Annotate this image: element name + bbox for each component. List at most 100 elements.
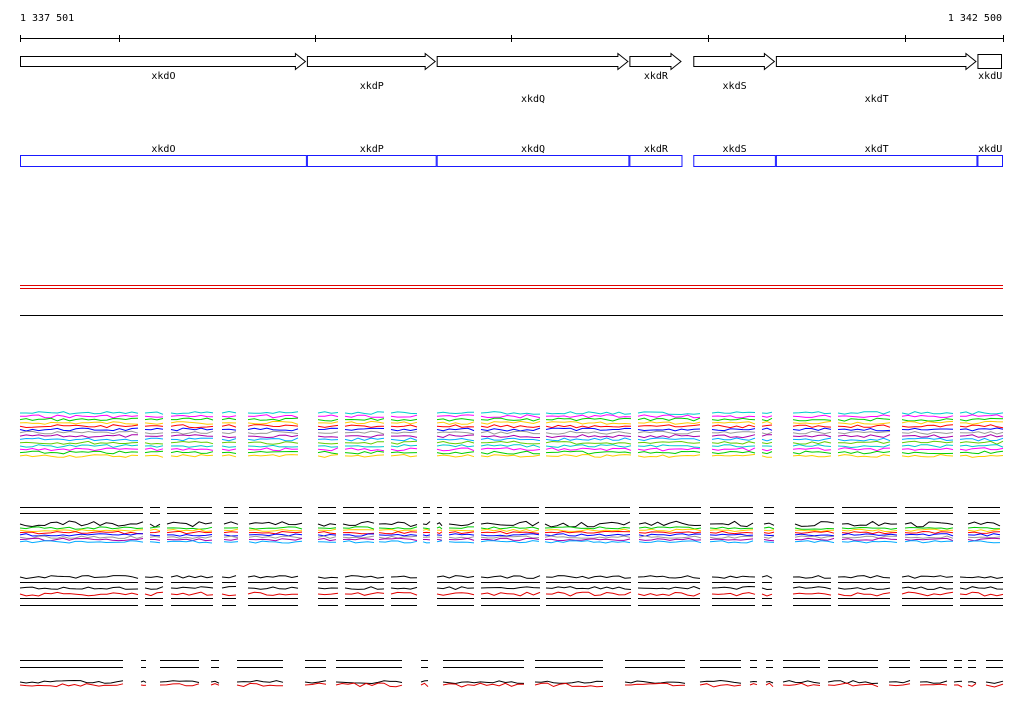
profile-line — [379, 532, 417, 534]
profile-line — [20, 527, 143, 529]
profile-line — [449, 532, 474, 534]
profile-line — [968, 538, 1000, 540]
profile-line — [481, 415, 540, 418]
profile-line — [902, 455, 953, 457]
profile-line — [345, 412, 384, 415]
profile-line — [793, 431, 831, 433]
profile-line — [224, 529, 238, 531]
profile-line — [145, 451, 163, 452]
profile-line — [222, 412, 236, 414]
profile-line — [546, 428, 631, 430]
signal-line-red — [902, 592, 953, 596]
signal-line — [960, 587, 1003, 590]
profile-line — [437, 412, 474, 413]
signal-line-red — [318, 593, 338, 594]
profile-line — [171, 418, 213, 420]
profile-line — [960, 421, 1003, 424]
cds-box — [776, 156, 977, 167]
profile-line — [167, 522, 212, 527]
profile-line — [481, 448, 540, 450]
profile-line — [145, 433, 163, 434]
profile-line — [638, 422, 700, 424]
profile-line — [249, 522, 302, 525]
signal-line-red — [391, 592, 417, 595]
profile-line — [391, 422, 417, 424]
profile-line — [793, 435, 831, 437]
gene-label: xkdS — [723, 81, 747, 92]
profile-line — [902, 428, 953, 430]
profile-line — [171, 425, 213, 428]
signal-line-red — [889, 684, 910, 686]
profile-line — [838, 438, 890, 441]
profile-line — [345, 425, 384, 427]
profile-line — [638, 438, 700, 441]
profile-line — [437, 537, 442, 538]
profile-line — [20, 448, 138, 450]
profile-line — [545, 522, 630, 527]
signal-line — [391, 576, 417, 578]
profile-line — [838, 422, 890, 424]
signal-line-red — [838, 593, 890, 596]
profile-line — [343, 539, 374, 540]
signal-line — [391, 587, 417, 589]
profile-line — [437, 445, 474, 447]
cds-label: xkdP — [360, 144, 384, 155]
profile-line — [481, 527, 539, 529]
signal-line — [762, 576, 772, 579]
profile-line — [638, 431, 700, 434]
profile-line — [167, 535, 212, 537]
profile-line — [423, 522, 430, 525]
profile-line — [764, 542, 774, 543]
profile-line — [712, 429, 755, 431]
profile-line — [762, 425, 772, 426]
strand-signal-track — [20, 576, 1003, 606]
signal-line — [160, 681, 199, 683]
profile-line — [838, 412, 890, 415]
profile-line — [793, 451, 831, 454]
signal-line-red — [750, 684, 757, 685]
profile-line — [960, 448, 1003, 450]
profile-line — [710, 521, 753, 526]
profile-line — [222, 425, 236, 427]
profile-line — [902, 425, 953, 427]
profile-line — [249, 534, 302, 536]
region-start-coordinate: 1 337 501 — [20, 13, 74, 24]
profile-line — [764, 527, 774, 529]
profile-line — [638, 442, 700, 444]
profile-line — [639, 527, 701, 529]
profile-line — [449, 527, 474, 529]
signal-line — [902, 587, 953, 589]
strand-signal-track-2 — [20, 661, 1003, 688]
profile-line — [968, 532, 1000, 534]
signal-line — [793, 576, 831, 579]
signal-line — [171, 576, 213, 578]
profile-line — [968, 527, 1000, 528]
profile-line — [902, 452, 953, 453]
profile-line — [793, 428, 831, 430]
profile-line — [842, 529, 897, 531]
profile-line — [838, 448, 890, 451]
profile-line — [795, 536, 834, 538]
profile-line — [318, 428, 338, 429]
signal-line-red — [968, 684, 976, 687]
profile-line — [712, 416, 755, 418]
profile-line — [20, 415, 138, 418]
cds-label: xkdS — [723, 144, 747, 155]
profile-line — [318, 412, 338, 414]
profile-line — [639, 529, 701, 531]
profile-line — [391, 448, 417, 451]
profile-line — [145, 448, 163, 450]
signal-line — [443, 681, 524, 684]
profile-line — [20, 422, 138, 425]
profile-line — [793, 421, 831, 423]
profile-line — [960, 415, 1003, 417]
profile-line — [842, 528, 897, 530]
profile-line — [902, 415, 953, 417]
signal-line — [481, 587, 540, 589]
profile-line — [248, 421, 298, 424]
signal-line — [546, 587, 631, 590]
profile-line — [249, 538, 302, 540]
profile-line — [449, 522, 474, 525]
